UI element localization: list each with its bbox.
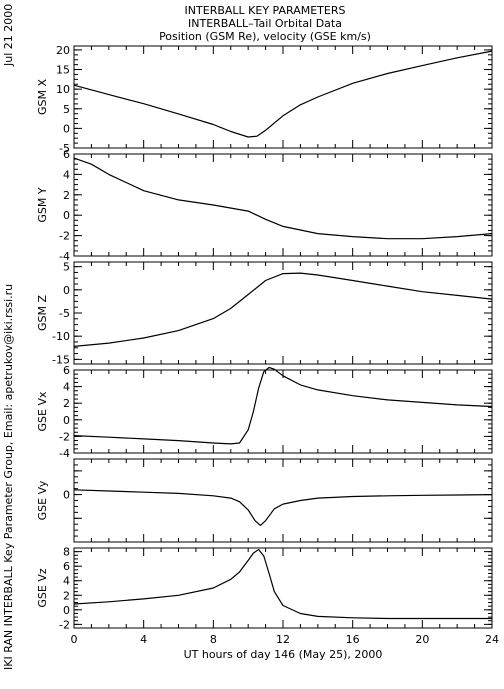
x-tick-label: 0 [71,633,78,646]
series-line [73,157,493,240]
panel-frame [73,153,493,257]
y-tick-label: 5 [63,103,70,116]
series-line [73,489,493,526]
y-axis-label: GSM Z [36,295,49,331]
y-tick-label: 0 [63,209,70,222]
panel-gsm-y: -4 -2 0 2 4 6 GSM Y [36,148,493,263]
y-tick-label: 6 [63,560,70,573]
panel-gsm-z: -15 -10 -5 0 5 GSM Z [36,261,493,366]
x-tick-label: 16 [346,633,360,646]
y-tick-label: -10 [52,330,70,343]
date-stamp: Jul 21 2000 [2,4,15,67]
credit-text: IKI RAN INTERBALL Key Parameter Group, E… [2,284,15,670]
y-axis-label: GSM X [36,79,49,115]
series-line [73,366,493,445]
y-tick-label: 2 [63,589,70,602]
panel-gsm-x: -5 0 5 10 15 20 GSM X [36,44,493,155]
panel-gse-vx: -4 -2 0 2 4 6 GSE Vx [36,364,493,460]
y-tick-label: 0 [63,284,70,297]
y-tick-label: -4 [59,250,70,263]
y-axis-label: GSE Vx [36,391,49,431]
y-tick-label: 8 [63,546,70,559]
y-tick-label: 20 [56,44,70,57]
y-tick-label: 4 [63,381,70,394]
y-tick-label: -5 [59,307,70,320]
y-tick-label: 15 [56,64,70,77]
series-line [73,50,493,138]
y-tick-label: -15 [52,353,70,366]
y-tick-label: -5 [59,142,70,155]
y-tick-label: 2 [63,189,70,202]
panel-frame [73,547,493,629]
x-tick-label: 24 [485,633,499,646]
panel-frame [73,261,493,365]
y-tick-label: 10 [56,83,70,96]
y-tick-label: 0 [63,122,70,135]
series-line [73,548,492,620]
title-line-2: INTERBALL–Tail Orbital Data [188,17,342,30]
panel-gse-vy: 0 GSE Vy [36,458,493,543]
y-tick-label: -2 [59,230,70,243]
y-tick-label: 6 [63,148,70,161]
title-line-1: INTERBALL KEY PARAMETERS [185,4,346,17]
x-tick-label: 20 [415,633,429,646]
y-tick-label: -2 [59,618,70,631]
x-axis-label: UT hours of day 146 (May 25), 2000 [184,648,383,661]
title-line-3: Position (GSM Re), velocity (GSE km/s) [159,30,371,43]
series-line [73,272,493,347]
x-tick-label: 8 [210,633,217,646]
y-tick-label: 6 [63,364,70,377]
y-tick-label: -2 [59,430,70,443]
x-tick-label: 12 [276,633,290,646]
y-axis-label: GSM Y [36,187,49,222]
y-axis-label: GSE Vz [36,568,49,607]
panel-frame [73,458,493,543]
header: INTERBALL KEY PARAMETERS INTERBALL–Tail … [2,4,371,670]
y-tick-label: 0 [63,414,70,427]
y-tick-label: 0 [63,489,70,502]
y-tick-label: 0 [63,604,70,617]
y-tick-label: 5 [63,261,70,274]
y-tick-label: 4 [63,168,70,181]
y-axis-label: GSE Vy [36,480,49,520]
y-tick-label: 4 [63,575,70,588]
x-tick-label: 4 [140,633,147,646]
y-tick-label: 2 [63,397,70,410]
y-tick-label: -4 [59,447,70,460]
panel-frame [73,369,493,454]
panel-frame [73,45,493,149]
